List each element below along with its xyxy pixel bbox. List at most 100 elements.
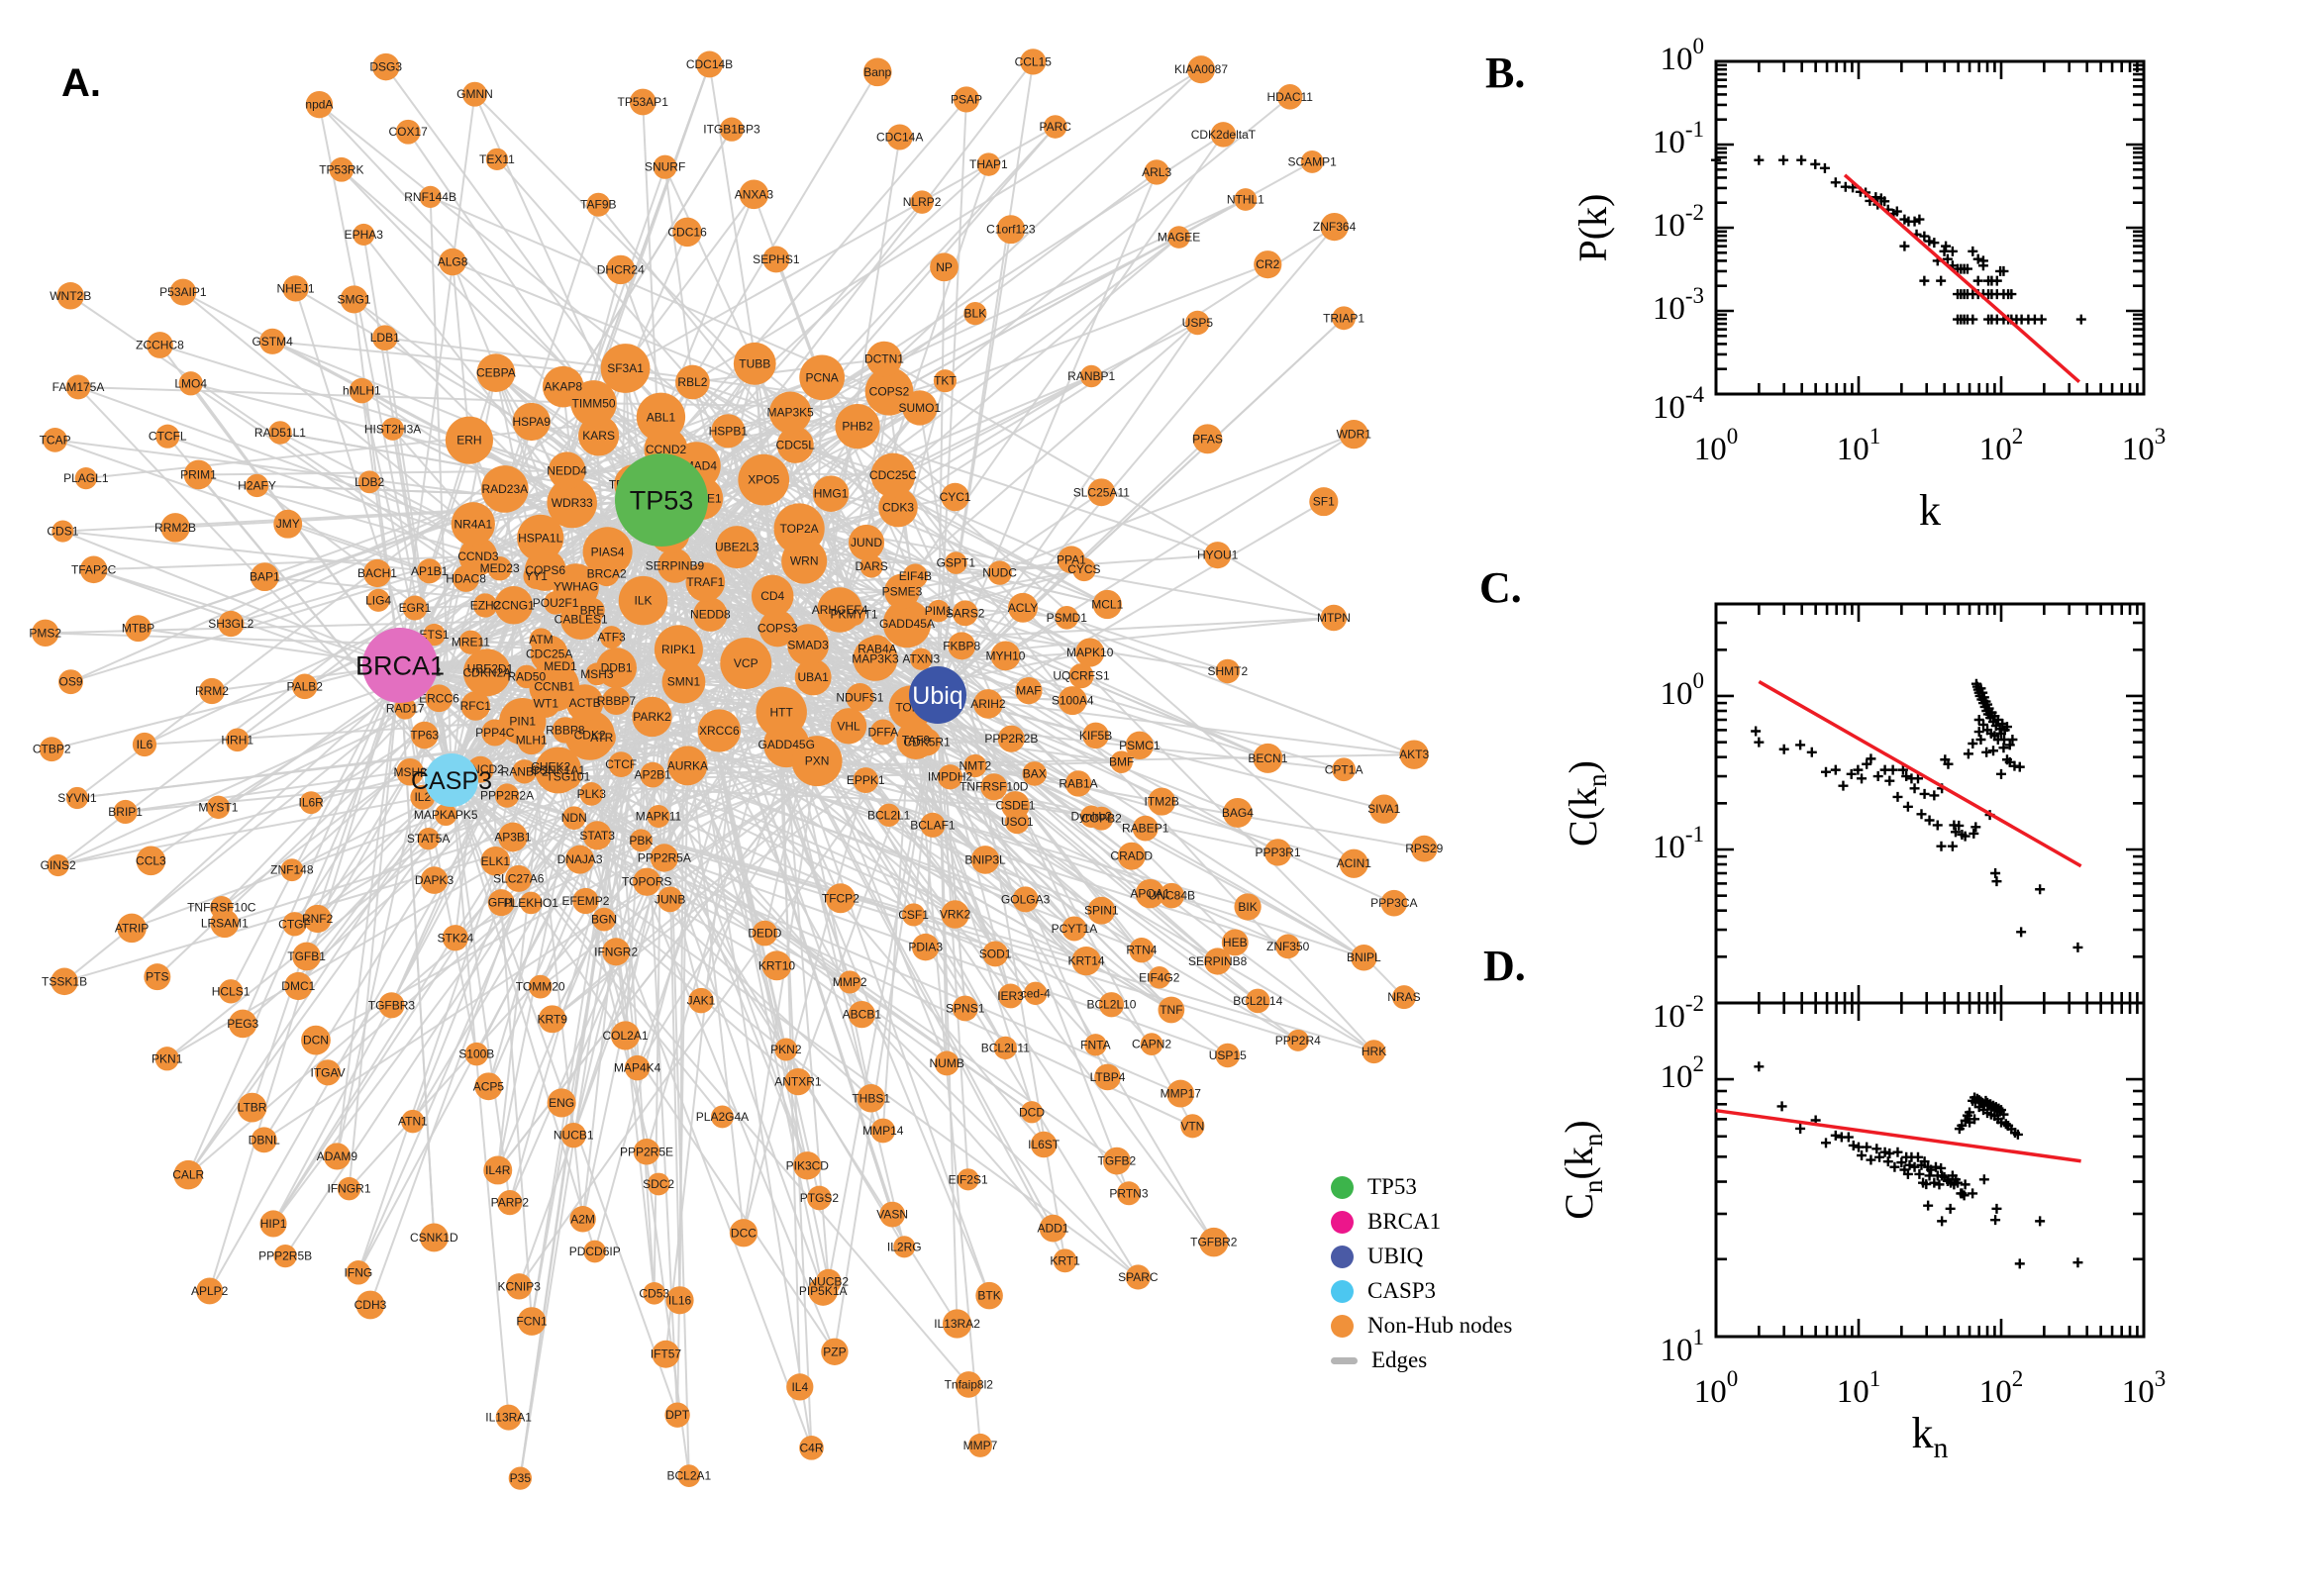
network-node [794, 658, 832, 696]
network-node [1082, 722, 1109, 749]
network-node [160, 513, 190, 543]
node-label: KIAA0087 [1174, 62, 1228, 76]
tick-label: 101 [1837, 1366, 1881, 1410]
network-node [963, 302, 987, 326]
node-label: BAX [1023, 766, 1047, 780]
node-label: RAD17 [386, 702, 425, 716]
network-node [355, 1290, 385, 1320]
data-point [2000, 1119, 2011, 1130]
node-label: PPA1 [1057, 552, 1086, 566]
node-label: BRIP1 [108, 805, 143, 819]
network-node [948, 632, 976, 660]
network-node [990, 641, 1021, 671]
node-label: COX17 [389, 125, 429, 139]
node-label: SF1 [1313, 495, 1335, 509]
node-label: ced-4 [1021, 986, 1051, 1000]
node-label: RPS29 [1405, 842, 1443, 855]
data-point [1795, 1123, 1806, 1134]
node-label: PCNA [805, 370, 838, 384]
data-point [1754, 737, 1765, 748]
data-point [1929, 790, 1940, 801]
node-label: KRT9 [538, 1012, 568, 1026]
node-label: MMP14 [862, 1124, 904, 1138]
network-node [292, 942, 321, 971]
node-label: ETS1 [420, 628, 450, 642]
data-point [1972, 275, 1983, 286]
node-label: PPP4C [475, 726, 515, 740]
node-label: CEBPA [476, 366, 516, 380]
network-node [508, 1466, 532, 1490]
network-node [372, 52, 400, 81]
x-axis-label-b: k [1919, 486, 1941, 535]
node-label: HSPA9 [513, 415, 552, 429]
node-label: JUNB [655, 892, 685, 906]
node-label: TOP2A [780, 522, 819, 536]
node-label: MAF [1016, 684, 1041, 698]
node-label: BCL2L14 [1233, 994, 1282, 1008]
node-label: BCL2L1 [867, 808, 911, 822]
node-label: PBK [629, 834, 653, 848]
node-label: MAGEE [1158, 231, 1200, 245]
node-label: CTCF [605, 757, 637, 771]
node-label: MMP2 [833, 975, 867, 989]
node-label: STK24 [437, 931, 473, 945]
network-node [1020, 1101, 1044, 1124]
node-label: PSMC1 [1119, 739, 1161, 752]
node-label: RAB4A [858, 643, 896, 656]
node-label: RAB1A [1059, 776, 1097, 790]
network-node [136, 846, 166, 876]
network-node [1064, 770, 1092, 797]
network-node [980, 773, 1008, 801]
node-label: EGR1 [399, 601, 432, 615]
network-node [1320, 212, 1349, 242]
network-node [1332, 306, 1357, 331]
network-node [512, 402, 551, 442]
network-node [629, 829, 653, 852]
network-node [733, 342, 776, 385]
node-label: OS9 [59, 675, 83, 689]
network-node [547, 477, 597, 529]
network-node [251, 1127, 277, 1153]
node-label: SMG1 [338, 292, 371, 306]
node-label: ABL1 [647, 410, 676, 424]
node-label: DEDD [748, 927, 781, 941]
node-label: ADD1 [1037, 1222, 1068, 1236]
node-label: KARS [582, 429, 615, 443]
network-node [934, 1050, 960, 1076]
data-point [1977, 260, 1988, 271]
network-node [963, 753, 987, 778]
data-point [1996, 1117, 2006, 1128]
data-point [1778, 744, 1789, 754]
node-label: DNAJA3 [557, 852, 603, 866]
node-label: RNF144B [404, 190, 456, 204]
node-label: AURKA [667, 758, 708, 772]
network-node [1276, 84, 1303, 110]
tick-label: 100 [1661, 668, 1705, 712]
network-node [952, 995, 978, 1022]
node-label: KRT1 [1050, 1253, 1080, 1267]
network-node [1125, 731, 1155, 760]
data-point [1934, 1179, 1945, 1190]
node-label: EIF4B [899, 569, 932, 583]
network-node [987, 560, 1012, 585]
network-node [410, 721, 439, 749]
network-node [196, 1277, 224, 1305]
node-label: RNF2 [302, 912, 334, 926]
node-label: DARS [855, 559, 887, 573]
node-label: RANBP1 [1067, 369, 1115, 383]
node-label: AKT3 [1399, 748, 1429, 761]
node-label: ZNF364 [1313, 220, 1357, 234]
node-label: HIP1 [260, 1217, 287, 1231]
node-label: CCNG1 [493, 598, 535, 612]
network-node [1369, 794, 1399, 824]
network-node [113, 799, 138, 825]
tick-label: 10-4 [1653, 382, 1705, 426]
network-node [1158, 996, 1185, 1024]
data-point [1977, 687, 1988, 698]
network-node [579, 782, 604, 806]
network-node [955, 1371, 982, 1398]
network-node [51, 520, 74, 543]
data-point [1821, 766, 1831, 777]
network-node [945, 551, 967, 574]
node-label: CCND3 [457, 549, 499, 563]
